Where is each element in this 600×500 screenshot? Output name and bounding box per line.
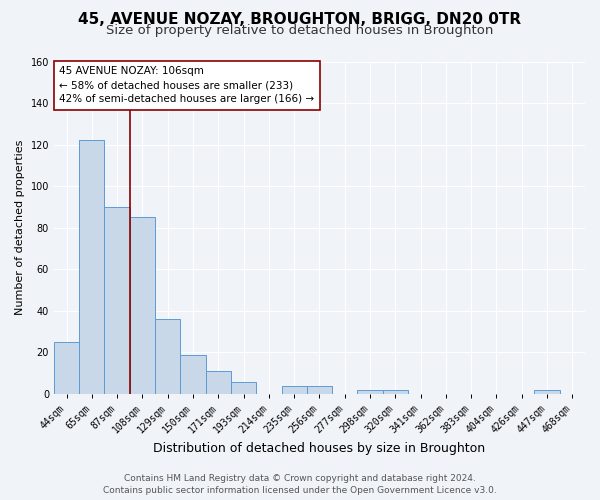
Text: Contains HM Land Registry data © Crown copyright and database right 2024.
Contai: Contains HM Land Registry data © Crown c… [103,474,497,495]
Bar [206,371,231,394]
Y-axis label: Number of detached properties: Number of detached properties [15,140,25,316]
Bar [231,382,256,394]
Bar [181,354,206,394]
Bar [130,218,155,394]
Bar [281,386,307,394]
Bar [383,390,408,394]
Bar [307,386,332,394]
Bar [79,140,104,394]
Bar [54,342,79,394]
Bar [155,319,181,394]
Text: Size of property relative to detached houses in Broughton: Size of property relative to detached ho… [106,24,494,37]
Bar [535,390,560,394]
X-axis label: Distribution of detached houses by size in Broughton: Distribution of detached houses by size … [154,442,485,455]
Text: 45 AVENUE NOZAY: 106sqm
← 58% of detached houses are smaller (233)
42% of semi-d: 45 AVENUE NOZAY: 106sqm ← 58% of detache… [59,66,314,104]
Bar [104,207,130,394]
Bar [358,390,383,394]
Text: 45, AVENUE NOZAY, BROUGHTON, BRIGG, DN20 0TR: 45, AVENUE NOZAY, BROUGHTON, BRIGG, DN20… [79,12,521,28]
